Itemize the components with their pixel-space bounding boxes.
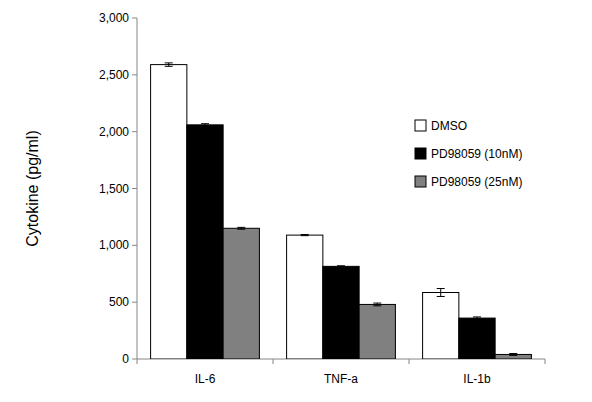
- y-tick-label: 500: [109, 295, 129, 309]
- chart: 0 500 1,000 1,500 2,000 2,500 3,000 Cytokine (p…: [0, 0, 592, 402]
- x-tick-label: IL-6: [195, 372, 216, 386]
- x-tick-label: IL-1b: [463, 372, 491, 386]
- bar: [495, 354, 531, 359]
- legend-swatch: [415, 176, 426, 187]
- x-tick-label: TNF-a: [324, 372, 358, 386]
- y-tick-label: 0: [122, 352, 129, 366]
- legend-label: PD98059 (10nM): [431, 147, 522, 161]
- bar: [187, 125, 223, 359]
- error-cap: [237, 227, 245, 228]
- y-tick: [132, 302, 137, 303]
- error-line: [168, 63, 169, 66]
- legend-label: PD98059 (25nM): [431, 175, 522, 189]
- error-bar: [437, 289, 445, 297]
- error-bar: [165, 63, 173, 66]
- error-bar: [373, 303, 381, 306]
- y-axis-label: Cytokine (pg/ml): [24, 130, 41, 246]
- x-tick-separator: [273, 359, 274, 364]
- error-cap: [509, 355, 517, 356]
- bar: [323, 266, 359, 359]
- error-cap: [201, 125, 209, 126]
- bar: [459, 318, 495, 359]
- error-cap: [201, 123, 209, 124]
- error-bar: [201, 124, 209, 126]
- bar: [151, 65, 187, 359]
- error-bar: [509, 354, 517, 356]
- bars: [151, 63, 532, 359]
- error-bar: [237, 227, 245, 229]
- error-cap: [337, 265, 345, 266]
- bar: [423, 293, 459, 359]
- error-cap: [509, 353, 517, 354]
- error-cap: [337, 266, 345, 267]
- y-tick-label: 1,500: [99, 182, 129, 196]
- y-tick: [132, 359, 137, 360]
- error-bar: [473, 317, 481, 319]
- error-cap: [473, 319, 481, 320]
- error-bar: [337, 266, 345, 267]
- bar: [223, 228, 259, 359]
- bar: [287, 235, 323, 359]
- error-cap: [237, 229, 245, 230]
- y-tick: [132, 188, 137, 189]
- y-tick-label: 1,000: [99, 238, 129, 252]
- x-tick-separator: [409, 359, 410, 364]
- error-cap: [301, 235, 309, 236]
- error-cap: [437, 288, 445, 289]
- y-tick: [132, 18, 137, 19]
- error-cap: [473, 316, 481, 317]
- error-cap: [437, 296, 445, 297]
- x-tick-separator: [137, 359, 138, 364]
- y-tick-label: 2,000: [99, 125, 129, 139]
- y-tick-label: 2,500: [99, 68, 129, 82]
- bar: [359, 304, 395, 359]
- y-tick: [132, 74, 137, 75]
- error-bar: [301, 235, 309, 236]
- error-cap: [373, 303, 381, 304]
- x-tick-separator: [545, 359, 546, 364]
- y-tick: [132, 245, 137, 246]
- legend-label: DMSO: [431, 119, 467, 133]
- error-cap: [373, 305, 381, 306]
- error-line: [440, 289, 441, 297]
- error-cap: [165, 66, 173, 67]
- error-cap: [165, 62, 173, 63]
- error-cap: [301, 234, 309, 235]
- legend-swatch: [415, 148, 426, 159]
- y-tick: [132, 131, 137, 132]
- y-tick-label: 3,000: [99, 11, 129, 25]
- legend-swatch: [415, 120, 426, 131]
